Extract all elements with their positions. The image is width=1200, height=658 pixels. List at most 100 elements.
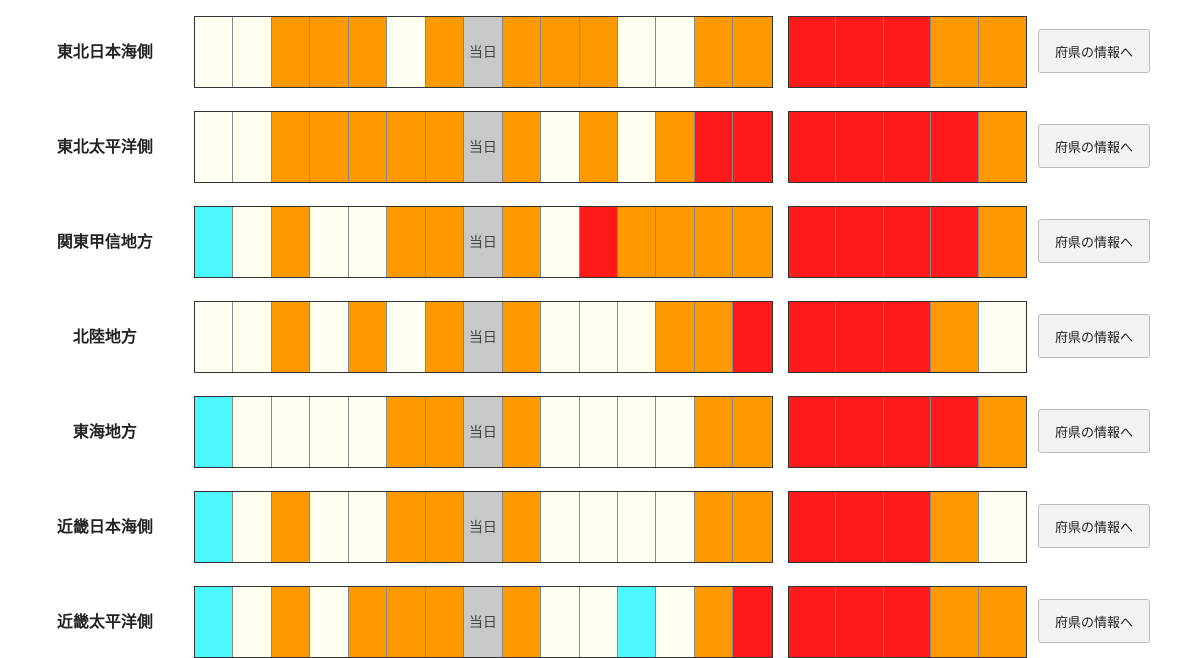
later-cell	[789, 397, 837, 467]
later-cell	[789, 492, 837, 562]
day-cell	[694, 207, 734, 277]
day-cell	[195, 207, 234, 277]
day-cell	[387, 587, 426, 657]
prefecture-button[interactable]: 府県の情報へ	[1038, 409, 1150, 453]
region-name: 北陸地方	[72, 327, 137, 346]
later-forecast	[788, 491, 1027, 563]
day-cell	[541, 207, 580, 277]
day-cell	[502, 492, 542, 562]
day-cell	[541, 397, 580, 467]
week-forecast: 当日	[194, 301, 773, 373]
region-row: 近畿日本海側 当日 府県の情報へ	[0, 491, 1200, 563]
day-cell	[271, 397, 311, 467]
region-row: 東北太平洋側 当日 府県の情報へ	[0, 111, 1200, 183]
day-cell	[733, 17, 772, 87]
region-row: 東北日本海側 当日 府県の情報へ	[0, 16, 1200, 88]
prefecture-button[interactable]: 府県の情報へ	[1038, 599, 1150, 643]
day-cell	[656, 112, 695, 182]
day-cell	[387, 302, 426, 372]
later-cell	[931, 17, 979, 87]
region-name: 関東甲信地方	[56, 232, 153, 251]
day-cell	[310, 17, 349, 87]
day-cell: 当日	[464, 112, 503, 182]
day-cell	[425, 397, 465, 467]
later-cell	[883, 207, 932, 277]
day-cell	[310, 302, 349, 372]
region-name: 東北太平洋側	[56, 137, 153, 156]
later-cell	[978, 112, 1026, 182]
day-cell	[425, 112, 465, 182]
day-cell	[195, 112, 234, 182]
prefecture-button[interactable]: 府県の情報へ	[1038, 219, 1150, 263]
region-row: 北陸地方 当日 府県の情報へ	[0, 301, 1200, 373]
later-cell	[836, 397, 884, 467]
prefecture-button[interactable]: 府県の情報へ	[1038, 314, 1150, 358]
page: {"rows": [ {"name": "東北日本海側", "button": …	[0, 16, 1200, 658]
later-cell	[883, 302, 932, 372]
later-cell	[978, 17, 1026, 87]
day-cell	[502, 112, 542, 182]
day-cell	[617, 207, 657, 277]
day-cell	[733, 302, 772, 372]
day-cell	[195, 302, 234, 372]
day-cell	[271, 112, 311, 182]
day-cell	[694, 492, 734, 562]
day-cell	[233, 112, 272, 182]
day-cell	[271, 492, 311, 562]
day-cell	[425, 587, 465, 657]
prefecture-button[interactable]: 府県の情報へ	[1038, 504, 1150, 548]
region-row: 関東甲信地方 当日 府県の情報へ	[0, 206, 1200, 278]
day-cell	[656, 397, 695, 467]
day-cell	[694, 112, 734, 182]
week-forecast: 当日	[194, 206, 773, 278]
day-cell	[733, 492, 772, 562]
later-cell	[978, 207, 1026, 277]
later-forecast	[788, 586, 1027, 658]
later-cell	[789, 112, 837, 182]
prefecture-button[interactable]: 府県の情報へ	[1038, 29, 1150, 73]
day-cell	[233, 587, 272, 657]
day-cell	[387, 492, 426, 562]
day-cell	[348, 112, 388, 182]
day-cell	[502, 397, 542, 467]
day-cell	[541, 587, 580, 657]
day-cell	[656, 302, 695, 372]
later-cell	[836, 112, 884, 182]
day-cell	[617, 17, 657, 87]
prefecture-button[interactable]: 府県の情報へ	[1038, 124, 1150, 168]
later-cell	[931, 207, 979, 277]
day-cell	[387, 397, 426, 467]
later-cell	[789, 17, 837, 87]
day-cell: 当日	[464, 492, 503, 562]
day-cell	[733, 207, 772, 277]
later-cell	[883, 492, 932, 562]
day-cell	[694, 587, 734, 657]
later-cell	[931, 587, 979, 657]
day-cell	[694, 302, 734, 372]
day-cell	[348, 397, 388, 467]
day-cell	[348, 492, 388, 562]
day-cell: 当日	[464, 17, 503, 87]
later-cell	[978, 302, 1026, 372]
later-forecast	[788, 396, 1027, 468]
later-cell	[789, 302, 837, 372]
later-forecast	[788, 111, 1027, 183]
day-cell	[541, 302, 580, 372]
later-cell	[883, 112, 932, 182]
day-cell	[617, 112, 657, 182]
day-cell: 当日	[464, 397, 503, 467]
day-cell	[348, 207, 388, 277]
day-cell	[656, 207, 695, 277]
day-cell	[195, 492, 234, 562]
day-cell	[733, 587, 772, 657]
day-cell	[233, 302, 272, 372]
day-cell	[617, 302, 657, 372]
day-cell	[617, 587, 657, 657]
day-cell: 当日	[464, 207, 503, 277]
later-cell	[836, 492, 884, 562]
region-row: 東海地方 当日 府県の情報へ	[0, 396, 1200, 468]
day-cell	[310, 397, 349, 467]
day-cell	[271, 302, 311, 372]
day-cell	[310, 587, 349, 657]
day-cell	[656, 587, 695, 657]
